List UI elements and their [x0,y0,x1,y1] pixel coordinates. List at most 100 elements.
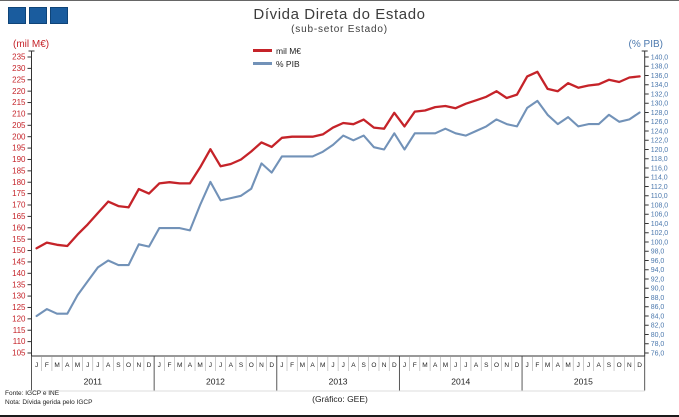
month-label: J [577,362,580,369]
left-axis-tick-label: 210 [12,110,26,119]
left-axis-tick-label: 145 [12,258,26,267]
month-label: D [269,362,274,369]
month-label: N [382,362,387,369]
month-label: A [556,362,561,369]
left-axis-tick-label: 195 [12,144,26,153]
left-axis-tick-label: 110 [13,337,26,346]
right-axis-tick-label: 106,0 [651,212,669,219]
right-axis-tick-label: 98,0 [651,249,665,256]
month-label: S [116,362,121,369]
left-axis-tick-label: 185 [12,166,26,175]
month-label: M [197,362,202,369]
right-axis-tick-label: 126,0 [651,119,669,126]
month-label: O [371,362,376,369]
month-label: O [249,362,254,369]
month-label: J [86,362,89,369]
month-label: J [219,362,222,369]
left-axis-tick-label: 130 [12,292,26,301]
month-label: S [361,362,366,369]
month-label: J [464,362,467,369]
left-axis-tick-label: 165 [12,212,26,221]
left-axis-tick-label: 230 [12,64,26,73]
logo-square [29,7,47,24]
month-label: A [310,362,315,369]
series-line-mil-me [35,70,641,250]
right-axis-tick-label: 90,0 [651,286,665,293]
series-line-pct-pib [35,99,641,318]
month-label: J [454,362,457,369]
month-label: S [239,362,244,369]
month-label: D [392,362,397,369]
page-title: Dívida Direta do Estado [253,6,426,23]
right-axis-tick-label: 132,0 [651,91,669,98]
legend-label: mil M€ [276,45,302,56]
month-label: J [342,362,345,369]
month-label: A [65,362,70,369]
right-axis-tick-label: 136,0 [651,73,669,80]
month-label: O [617,362,622,369]
month-label: M [443,362,448,369]
legend-swatch-red [253,49,272,52]
month-label: A [106,362,111,369]
right-axis-tick-label: 124,0 [651,128,669,135]
month-label: O [494,362,499,369]
year-label: 2015 [574,377,593,387]
month-label: D [147,362,152,369]
month-label: O [126,362,131,369]
month-label: J [96,362,99,369]
month-label: J [587,362,590,369]
footer-source-note: Fonte: IGCP e INE Nota: Dívida gerida pe… [5,390,92,407]
month-label: F [167,362,171,369]
month-label: N [504,362,509,369]
right-axis-tick-label: 118,0 [651,156,668,163]
right-axis-tick-label: 120,0 [651,147,669,154]
right-axis-tick-label: 128,0 [651,110,669,117]
three-squares-logo [8,7,68,24]
chart-legend: mil M€ % PIB [253,44,301,70]
bottom-border-line [0,415,679,417]
right-axis-tick-label: 138,0 [651,64,669,71]
month-label: M [75,362,80,369]
month-label: A [433,362,438,369]
right-axis-unit-label: (% PIB) [628,39,663,50]
month-label: M [320,362,325,369]
legend-label: % PIB [276,58,300,69]
left-axis-tick-label: 175 [12,189,26,198]
right-axis-tick-label: 78,0 [651,341,665,348]
left-axis-tick-label: 155 [12,235,26,244]
year-label: 2013 [329,377,348,387]
left-axis-tick-label: 200 [12,132,26,141]
right-axis-tick-label: 100,0 [651,239,669,246]
month-label: A [597,362,602,369]
month-label: J [280,362,283,369]
left-axis-tick-label: 220 [12,87,26,96]
left-axis-tick-label: 235 [12,53,26,62]
left-axis-tick-label: 160 [12,223,26,232]
right-axis-tick-label: 140,0 [651,54,669,61]
right-axis-tick-label: 84,0 [651,313,665,320]
month-label: N [627,362,632,369]
left-axis-tick-label: 190 [12,155,26,164]
right-axis-tick-label: 104,0 [651,221,669,228]
note-text: Nota: Dívida gerida pelo IGCP [5,398,93,406]
month-label: A [474,362,479,369]
left-axis-tick-label: 105 [12,349,26,358]
right-axis-tick-label: 80,0 [651,332,665,339]
left-axis-tick-label: 170 [12,201,26,210]
month-label: M [545,362,550,369]
month-label: D [637,362,642,369]
left-axis-tick-label: 225 [12,75,26,84]
page-subtitle: (sub-setor Estado) [291,24,388,35]
year-label: 2011 [84,377,103,387]
month-label: N [259,362,264,369]
right-axis-tick-label: 130,0 [651,101,669,108]
month-label: F [535,362,539,369]
month-label: N [136,362,141,369]
left-axis-tick-label: 140 [12,269,26,278]
month-label: M [422,362,427,369]
left-axis-tick-label: 125 [12,303,26,312]
month-label: D [515,362,520,369]
source-text: Fonte: IGCP e INE [5,390,60,397]
